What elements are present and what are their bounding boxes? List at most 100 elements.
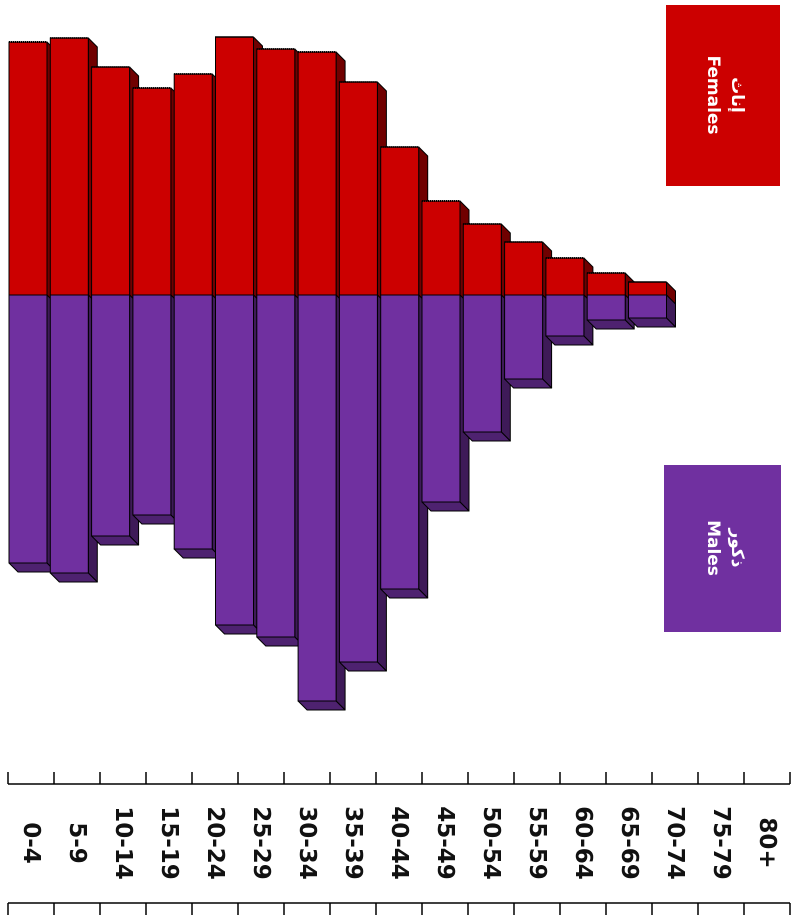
legend-females-label-ar: إناث	[727, 77, 747, 113]
age-tick-label: 50-54	[478, 806, 504, 880]
age-tick-label: 35-39	[340, 806, 366, 880]
legend-females-label-en: Females	[703, 55, 723, 134]
males-bar-0-4	[8, 294, 57, 573]
females-bar-25-29	[215, 36, 263, 305]
males-bar-front	[8, 294, 48, 564]
males-bar-front	[421, 294, 461, 503]
females-bar-50-54	[421, 200, 470, 305]
females-bar-45-49	[380, 146, 429, 305]
age-tick-label: 65-69	[616, 806, 642, 880]
males-bar-cap	[256, 636, 305, 647]
males-bar-cap	[628, 317, 676, 328]
males-bar-70-74	[586, 294, 635, 330]
males-bar-15-19	[132, 294, 181, 525]
males-bar-10-14	[91, 294, 140, 546]
males-bar-front	[215, 294, 254, 626]
age-tick-label: 70-74	[662, 806, 688, 880]
females-bar-front	[586, 272, 626, 296]
males-bar-front	[132, 294, 172, 516]
females-bar-front	[8, 41, 48, 296]
females-bar-front	[462, 223, 502, 296]
age-tick-label: 5-9	[64, 822, 90, 864]
females-bar-front	[297, 51, 337, 296]
age-tick-label: 30-34	[294, 806, 320, 880]
females-bar-10-14	[91, 66, 140, 305]
males-bar-front	[256, 294, 296, 638]
age-tick-label: 40-44	[386, 806, 412, 880]
females-bar-55-59	[462, 223, 511, 305]
age-tick-label: 15-19	[156, 806, 182, 880]
males-bar-40-44	[338, 294, 387, 672]
males-bar-cap	[462, 431, 511, 442]
females-bar-15-19	[132, 87, 181, 305]
age-tick-label: 55-59	[524, 806, 550, 880]
males-bar-cap	[8, 562, 57, 573]
males-bar-cap	[297, 700, 346, 711]
males-bar-cap	[545, 335, 594, 346]
males-bar-front	[586, 294, 626, 321]
age-tick-label: 60-64	[570, 806, 596, 880]
age-tick-label: 0-4	[18, 822, 44, 864]
females-bar-front	[545, 257, 585, 296]
males-bar-front	[380, 294, 420, 590]
females-bar-front	[91, 66, 131, 296]
females-bar-front	[256, 48, 296, 296]
males-bar-cap	[49, 572, 98, 583]
age-tick-label: 45-49	[432, 806, 458, 880]
females-bar-front	[132, 87, 172, 296]
males-bar-45-49	[380, 294, 429, 599]
males-bar-cap	[380, 588, 429, 599]
males-bar-front	[545, 294, 585, 337]
females-bar-front	[504, 241, 544, 296]
males-bar-front	[173, 294, 213, 550]
males-bar-front	[338, 294, 378, 663]
males-bar-front	[91, 294, 131, 537]
males-bar-front	[462, 294, 502, 433]
males-bar-5-9	[49, 294, 98, 583]
females-bar-5-9	[49, 37, 98, 305]
females-bar-front	[380, 146, 420, 296]
legend: إناث Females ذكور Males	[664, 5, 781, 632]
age-tick-label: 75-79	[708, 806, 734, 880]
males-bar-cap	[338, 661, 387, 672]
females-bar-front	[215, 36, 254, 296]
females-bar-40-44	[338, 81, 387, 305]
females-bar-front	[628, 281, 667, 296]
males-bar-65-69	[545, 294, 594, 346]
legend-females-swatch	[666, 5, 780, 186]
males-bar-cap	[132, 514, 181, 525]
females-bar-20-24	[173, 73, 222, 305]
males-bar-25-29	[215, 294, 263, 635]
males-bar-20-24	[173, 294, 222, 559]
males-bar-front	[628, 294, 667, 319]
males-bar-cap	[91, 535, 140, 546]
males-bar-cap	[421, 501, 470, 512]
females-bar-35-39	[297, 51, 346, 305]
males-bar-60-64	[504, 294, 553, 389]
legend-males-label-en: Males	[703, 520, 723, 576]
males-bar-75-79	[628, 294, 676, 328]
females-bar-front	[338, 81, 378, 296]
males-bar-30-34	[256, 294, 305, 647]
females-bar-front	[49, 37, 89, 296]
legend-males-label-ar: ذكور	[727, 527, 747, 567]
age-tick-label: 20-24	[202, 806, 228, 880]
males-bar-cap	[173, 548, 222, 559]
males-bar-cap	[215, 624, 263, 635]
males-bar-front	[297, 294, 337, 702]
age-axis: 0-4 5-9 10-14 15-19 20-24 25-29 30-34 35-39 40-4…	[7, 772, 791, 915]
males-bar-55-59	[462, 294, 511, 442]
age-tick-label: 25-29	[248, 806, 274, 880]
females-bar-0-4	[8, 41, 57, 305]
males-bar-cap	[504, 378, 553, 389]
females-bar-75-79	[628, 281, 676, 305]
legend-females: إناث Females	[666, 5, 780, 186]
legend-males: ذكور Males	[664, 465, 781, 632]
females-bar-30-34	[256, 48, 305, 305]
legend-males-swatch	[664, 465, 781, 632]
males-bar-front	[504, 294, 544, 380]
males-bar-cap	[586, 319, 635, 330]
males-bar-front	[49, 294, 89, 574]
age-tick-label: 80+	[754, 817, 780, 868]
